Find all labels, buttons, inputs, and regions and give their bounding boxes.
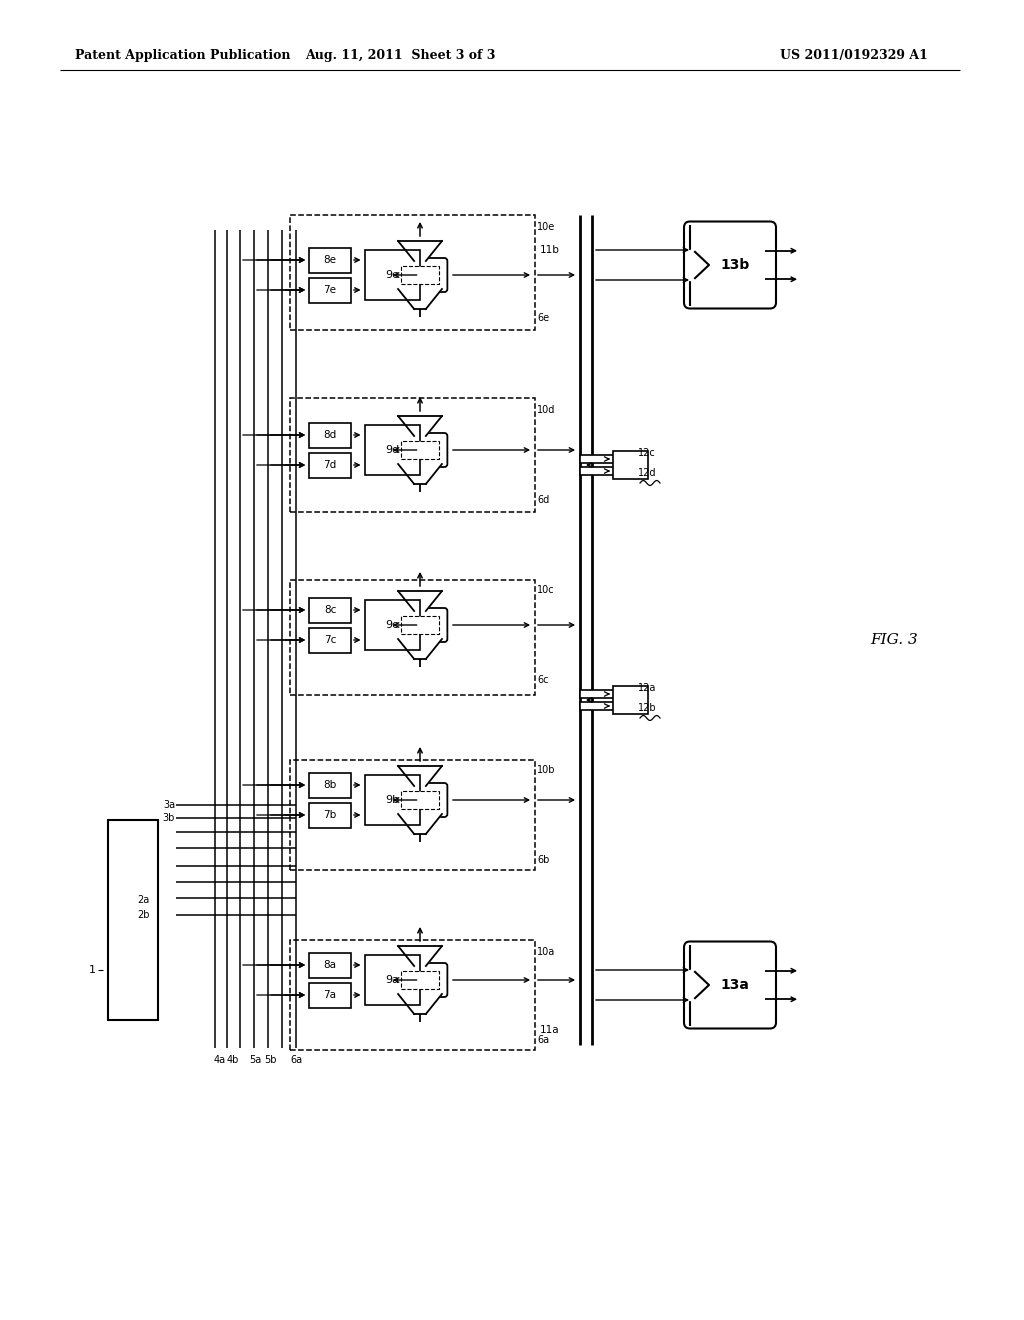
Text: 6e: 6e <box>537 313 549 323</box>
Bar <box>309 277 351 302</box>
Polygon shape <box>398 946 442 966</box>
Text: 12c: 12c <box>638 447 655 458</box>
Bar <box>365 249 420 300</box>
Text: 7a: 7a <box>324 990 337 1001</box>
Text: 11a: 11a <box>540 1026 560 1035</box>
Text: US 2011/0192329 A1: US 2011/0192329 A1 <box>780 49 928 62</box>
Polygon shape <box>398 465 442 484</box>
Bar <box>612 686 647 714</box>
Text: 10e: 10e <box>537 222 555 232</box>
Polygon shape <box>398 639 442 659</box>
Bar <box>400 791 439 809</box>
FancyBboxPatch shape <box>392 257 447 292</box>
Text: 8b: 8b <box>324 780 337 789</box>
Text: 2b: 2b <box>137 909 150 920</box>
FancyBboxPatch shape <box>684 222 776 309</box>
Bar <box>580 467 630 475</box>
Bar <box>290 760 535 870</box>
Text: 5a: 5a <box>249 1055 261 1065</box>
Text: 8e: 8e <box>324 255 337 265</box>
Text: FIG. 3: FIG. 3 <box>870 634 918 647</box>
Polygon shape <box>688 249 709 280</box>
FancyBboxPatch shape <box>392 433 447 467</box>
Bar <box>580 455 630 463</box>
Text: 6c: 6c <box>537 675 549 685</box>
Text: 10b: 10b <box>537 766 555 775</box>
Text: 3a: 3a <box>163 800 175 810</box>
Text: 13a: 13a <box>721 978 750 993</box>
Bar <box>400 441 439 459</box>
Text: 8a: 8a <box>324 960 337 970</box>
Text: Patent Application Publication: Patent Application Publication <box>75 49 291 62</box>
Text: 10c: 10c <box>537 585 555 595</box>
Polygon shape <box>688 970 709 1001</box>
Bar <box>580 702 630 710</box>
Text: 10d: 10d <box>537 405 555 414</box>
Text: 6a: 6a <box>537 1035 549 1045</box>
Bar <box>365 775 420 825</box>
Text: 7b: 7b <box>324 810 337 820</box>
Bar <box>108 820 158 1020</box>
Text: 7c: 7c <box>324 635 336 645</box>
Text: 3b: 3b <box>163 813 175 822</box>
Polygon shape <box>398 242 442 261</box>
Bar <box>309 598 351 623</box>
Text: 7d: 7d <box>324 459 337 470</box>
Text: 11b: 11b <box>540 246 560 255</box>
Text: 9c: 9c <box>385 620 398 630</box>
Bar <box>309 953 351 978</box>
Text: 4b: 4b <box>226 1055 240 1065</box>
Text: 9a: 9a <box>385 975 399 985</box>
Text: Aug. 11, 2011  Sheet 3 of 3: Aug. 11, 2011 Sheet 3 of 3 <box>305 49 496 62</box>
Bar <box>309 627 351 652</box>
Text: 2a: 2a <box>138 895 150 906</box>
Bar <box>612 451 647 479</box>
Text: 12d: 12d <box>638 469 656 478</box>
Text: 13b: 13b <box>720 257 750 272</box>
Bar <box>290 579 535 696</box>
Polygon shape <box>398 994 442 1014</box>
Bar <box>309 422 351 447</box>
FancyBboxPatch shape <box>392 609 447 642</box>
Bar <box>365 954 420 1005</box>
Text: 9d: 9d <box>385 445 399 455</box>
Bar <box>290 215 535 330</box>
Bar <box>309 982 351 1007</box>
Text: 6a: 6a <box>290 1055 302 1065</box>
Text: 12b: 12b <box>638 704 656 713</box>
Text: 9e: 9e <box>385 271 399 280</box>
Text: 5b: 5b <box>264 1055 276 1065</box>
Bar <box>290 399 535 512</box>
Polygon shape <box>398 416 442 436</box>
Text: 6d: 6d <box>537 495 549 506</box>
Text: 4a: 4a <box>214 1055 226 1065</box>
Text: 1: 1 <box>89 965 96 975</box>
Text: 9b: 9b <box>385 795 399 805</box>
Bar <box>365 425 420 475</box>
Bar <box>309 803 351 828</box>
Bar <box>290 940 535 1049</box>
Text: 12a: 12a <box>638 682 656 693</box>
FancyBboxPatch shape <box>392 964 447 997</box>
Bar <box>400 616 439 634</box>
FancyBboxPatch shape <box>392 783 447 817</box>
Bar <box>309 453 351 478</box>
FancyBboxPatch shape <box>684 941 776 1028</box>
Polygon shape <box>398 766 442 785</box>
Bar <box>400 267 439 284</box>
Bar <box>309 248 351 272</box>
Text: 6b: 6b <box>537 855 549 865</box>
Text: 8d: 8d <box>324 430 337 440</box>
Bar <box>309 772 351 797</box>
Text: 10a: 10a <box>537 946 555 957</box>
Polygon shape <box>398 289 442 309</box>
Bar <box>400 972 439 989</box>
Polygon shape <box>398 814 442 834</box>
Bar <box>365 601 420 649</box>
Text: 7e: 7e <box>324 285 337 294</box>
Bar <box>580 690 630 698</box>
Polygon shape <box>398 591 442 611</box>
Text: 8c: 8c <box>324 605 336 615</box>
